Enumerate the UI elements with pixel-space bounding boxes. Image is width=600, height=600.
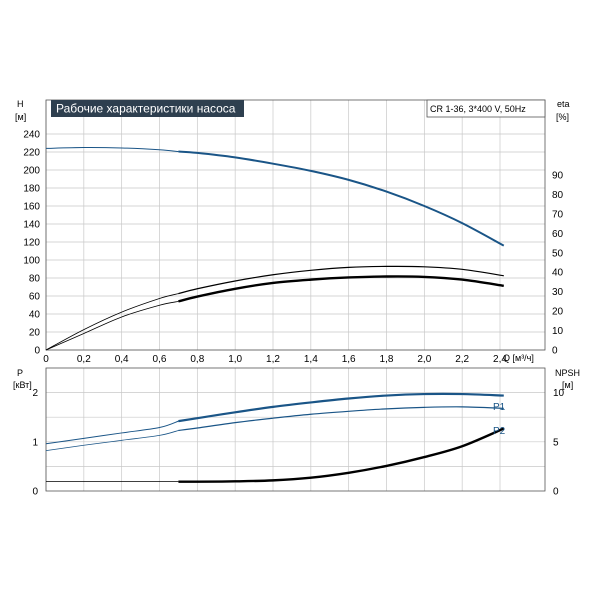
eta-thin-curve bbox=[178, 265, 504, 295]
h-tick-label: 140 bbox=[23, 220, 40, 231]
x-tick-label: 2,0 bbox=[417, 354, 431, 365]
h-axis-unit: [м] bbox=[15, 112, 26, 122]
h-curve bbox=[178, 150, 505, 247]
eta-tick-label: 70 bbox=[552, 209, 564, 220]
h-tick-label: 220 bbox=[23, 148, 40, 159]
p-axis-name: P bbox=[17, 368, 23, 378]
npsh-tick-label: 5 bbox=[553, 437, 559, 448]
npsh-axis-name: NPSH bbox=[555, 368, 580, 378]
x-tick-label: 0,2 bbox=[77, 354, 91, 365]
h-tick-label: 80 bbox=[29, 274, 41, 285]
h-tick-label: 0 bbox=[34, 346, 40, 357]
h-tick-label: 180 bbox=[23, 184, 40, 195]
p1-curve-thin bbox=[45, 420, 179, 445]
eta-tick-label: 10 bbox=[552, 326, 564, 337]
chart-title: Рабочие характеристики насоса bbox=[56, 102, 236, 116]
h-curve-thin bbox=[45, 146, 179, 153]
x-tick-label: 1,2 bbox=[266, 354, 280, 365]
eta-tick-label: 40 bbox=[552, 268, 564, 279]
x-tick-label: 1,0 bbox=[228, 354, 242, 365]
chart-title-box bbox=[51, 100, 244, 117]
eta-tick-label: 80 bbox=[552, 190, 564, 201]
x-tick-label: 0,6 bbox=[153, 354, 167, 365]
model-info: CR 1-36, 3*400 V, 50Hz bbox=[430, 104, 526, 114]
h-tick-label: 120 bbox=[23, 238, 40, 249]
eta-thick-curve-thin bbox=[45, 301, 179, 351]
eta-tick-label: 20 bbox=[552, 307, 564, 318]
bottom-series bbox=[45, 392, 505, 483]
h-tick-label: 200 bbox=[23, 166, 40, 177]
eta-thin-curve-thin bbox=[45, 293, 179, 351]
p1-curve bbox=[178, 392, 504, 423]
top-series bbox=[45, 146, 505, 351]
p-tick-label: 0 bbox=[32, 487, 38, 498]
h-tick-label: 240 bbox=[23, 130, 40, 141]
series-label-p2: P2 bbox=[493, 426, 506, 437]
bottom-plot-frame bbox=[45, 367, 546, 492]
h-axis-name: H bbox=[17, 99, 24, 109]
bottom-grid bbox=[45, 368, 545, 491]
eta-tick-label: 50 bbox=[552, 248, 564, 259]
x-tick-label: 1,8 bbox=[380, 354, 394, 365]
h-tick-label: 160 bbox=[23, 202, 40, 213]
p2-curve bbox=[178, 406, 504, 432]
npsh-tick-label: 10 bbox=[553, 388, 565, 399]
h-tick-label: 20 bbox=[29, 328, 41, 339]
eta-tick-label: 60 bbox=[552, 229, 564, 240]
p2-curve-thin bbox=[45, 430, 179, 452]
model-info-box bbox=[426, 99, 546, 118]
x-tick-label: 0,4 bbox=[115, 354, 129, 365]
h-tick-label: 40 bbox=[29, 310, 41, 321]
h-tick-label: 100 bbox=[23, 256, 40, 267]
eta-thick-curve bbox=[178, 275, 504, 303]
x-tick-label: 0 bbox=[43, 354, 49, 365]
h-tick-label: 60 bbox=[29, 292, 41, 303]
x-tick-label: 2,4 bbox=[493, 354, 507, 365]
top-plot-frame bbox=[45, 99, 546, 351]
bottom-tick-labels: 0 1 2 0 5 10 bbox=[32, 388, 564, 497]
npsh-curve bbox=[178, 427, 505, 483]
eta-tick-label: 90 bbox=[552, 171, 564, 182]
x-tick-label: 1,4 bbox=[304, 354, 318, 365]
p-tick-label: 1 bbox=[32, 437, 38, 448]
npsh-tick-label: 0 bbox=[553, 487, 559, 498]
eta-tick-label: 30 bbox=[552, 287, 564, 298]
p-axis-unit: [кВт] bbox=[13, 380, 32, 390]
x-tick-label: 0,8 bbox=[190, 354, 204, 365]
top-tick-labels: 0 20 40 60 80 100 120 140 160 180 200 220 240 0 10 20 30… bbox=[23, 130, 563, 366]
eta-axis-name: eta bbox=[557, 99, 570, 109]
p-tick-label: 2 bbox=[32, 388, 38, 399]
series-label-p1: P1 bbox=[493, 402, 506, 413]
x-axis-label: Q [м³/ч] bbox=[503, 353, 534, 363]
x-tick-label: 1,6 bbox=[342, 354, 356, 365]
eta-tick-label: 0 bbox=[552, 346, 558, 357]
npsh-axis-unit: [м] bbox=[562, 380, 573, 390]
eta-axis-unit: [%] bbox=[556, 112, 569, 122]
x-tick-label: 2,2 bbox=[455, 354, 469, 365]
